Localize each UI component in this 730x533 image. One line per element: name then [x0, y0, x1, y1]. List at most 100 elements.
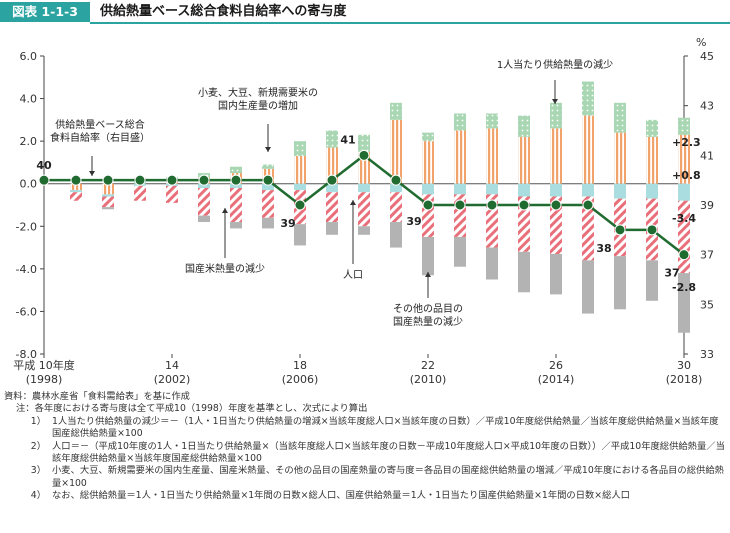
annotation-arrowhead	[425, 272, 431, 277]
self-sufficiency-point	[166, 174, 178, 186]
other-items-bar	[646, 260, 658, 301]
self-sufficiency-line	[38, 149, 690, 261]
annotation-pop: 人口	[343, 269, 363, 281]
note-number: 4）	[30, 490, 46, 502]
end-value-label: +2.3	[672, 136, 701, 149]
per-capita-bar	[550, 128, 562, 184]
population-bar	[550, 183, 562, 197]
note-item: 2） 人口＝－（平成10年度の1人・1日当たり供給熱量×（当該年度総人口×当該年…	[4, 441, 726, 466]
population-bar	[454, 183, 466, 195]
point-value-label: 39	[406, 215, 421, 228]
x-tick-year: (1998)	[26, 373, 63, 386]
right-tick-label: 33	[700, 348, 714, 361]
left-tick-label: 6.0	[20, 50, 38, 63]
data-labels: 40 39 41 39 38 37 +2.3 +0.8 -3.4 -2.8	[36, 133, 700, 294]
wheat-soy-rice-bar	[294, 141, 306, 157]
self-sufficiency-point	[550, 199, 562, 211]
end-value-label: -3.4	[672, 212, 696, 225]
wheat-soy-rice-bar	[326, 130, 338, 148]
per-capita-bar	[102, 183, 114, 195]
population-bar	[102, 194, 114, 197]
rice-bar	[70, 192, 82, 201]
wheat-soy-rice-bar	[518, 115, 530, 137]
rice-bar	[326, 192, 338, 223]
self-sufficiency-point	[518, 199, 530, 211]
point-value-label: 38	[596, 242, 611, 255]
x-tick-year: (2018)	[666, 373, 703, 386]
annotation-self_rate: 食料自給率（右目盛）	[50, 131, 150, 144]
wheat-soy-rice-bar	[390, 102, 402, 120]
population-bar	[422, 183, 434, 195]
end-value-label: +0.8	[672, 169, 701, 182]
population-bar	[198, 183, 210, 188]
point-value-label: 41	[340, 133, 355, 146]
wheat-soy-rice-bar	[582, 81, 594, 116]
other-items-bar	[422, 236, 434, 276]
population-bar	[294, 183, 306, 191]
wheat-soy-rice-bar	[454, 113, 466, 131]
self-sufficiency-point	[38, 174, 50, 186]
bars	[70, 81, 690, 333]
self-sufficiency-point	[70, 174, 82, 186]
per-capita-bar	[454, 130, 466, 184]
left-tick-label: 0.0	[20, 178, 38, 191]
per-capita-bar	[518, 136, 530, 184]
per-capita-bar	[422, 141, 434, 184]
x-tick-label: 30	[677, 359, 691, 372]
end-value-label: -2.8	[672, 281, 696, 294]
per-capita-bar	[678, 134, 690, 184]
annotation-other: その他の品目の	[393, 302, 463, 315]
rice-bar	[518, 196, 530, 252]
per-capita-bar	[614, 132, 626, 184]
self-sufficiency-point	[454, 199, 466, 211]
per-capita-bar	[294, 156, 306, 184]
population-bar	[358, 183, 370, 193]
left-tick-label: -8.0	[16, 348, 37, 361]
other-items-bar	[102, 207, 114, 210]
annotation-arrowhead	[552, 99, 558, 104]
note-text: 人口＝－（平成10年度の1人・1日当たり供給熱量×（当該年度総人口×当該年度の日…	[52, 440, 725, 465]
figure-header: 図表 1-1-3 供給熱量ベース総合食料自給率への寄与度	[0, 0, 730, 24]
population-bar	[262, 183, 274, 191]
contribution-chart: 6.0 4.0 2.0 0.0 -2.0 -4.0 -6.0 -8.0 45 43 41 39 37 35…	[13, 36, 714, 386]
self-sufficiency-point	[198, 174, 210, 186]
note-item: 4） なお、総供給熱量＝1人・1日当たり供給熱量×1年間の日数×総人口、国産供給…	[4, 490, 726, 502]
annotation-arrowhead	[222, 208, 228, 213]
self-sufficiency-point	[326, 174, 338, 186]
annotation-other: 国産熱量の減少	[393, 315, 463, 328]
population-bar	[486, 183, 498, 195]
rice-bar	[134, 185, 146, 201]
self-sufficiency-point	[646, 224, 658, 236]
note-item: 1） 1人当たり供給熱量の減少＝－（1人・1日当たり供給熱量の増減×当該年度総人…	[4, 416, 726, 441]
x-tick-year: (2014)	[538, 373, 575, 386]
rice-bar	[230, 187, 242, 223]
self-sufficiency-point	[486, 199, 498, 211]
other-items-bar	[582, 260, 594, 314]
annotation-self_rate: 供給熱量ベース総合	[55, 118, 145, 131]
rice-bar	[198, 187, 210, 216]
per-capita-bar	[390, 119, 402, 184]
rice-bar	[166, 185, 178, 203]
population-bar	[582, 183, 594, 197]
annotation-percap: 1人当たり供給熱量の減少	[497, 58, 613, 71]
other-items-bar	[678, 273, 690, 333]
per-capita-bar	[326, 147, 338, 184]
wheat-soy-rice-bar	[486, 113, 498, 129]
other-items-bar	[390, 222, 402, 248]
left-tick-label: 2.0	[20, 135, 38, 148]
population-bar	[230, 183, 242, 188]
other-items-bar	[486, 247, 498, 280]
per-capita-bar	[70, 183, 82, 191]
self-sufficiency-point	[134, 174, 146, 186]
wheat-soy-rice-bar	[422, 132, 434, 142]
other-items-bar	[358, 226, 370, 235]
figure-number-badge: 図表 1-1-3	[0, 2, 90, 22]
wheat-soy-rice-bar	[614, 102, 626, 133]
right-tick-label: 41	[700, 149, 714, 162]
annotation-rice: 国産米熱量の減少	[185, 262, 265, 275]
self-sufficiency-point	[294, 199, 306, 211]
annotation-arrowhead	[350, 200, 356, 205]
right-tick-label: 35	[700, 298, 714, 311]
annotation-wheat: 国内生産量の増加	[218, 99, 298, 112]
right-tick-label: 43	[700, 100, 714, 113]
